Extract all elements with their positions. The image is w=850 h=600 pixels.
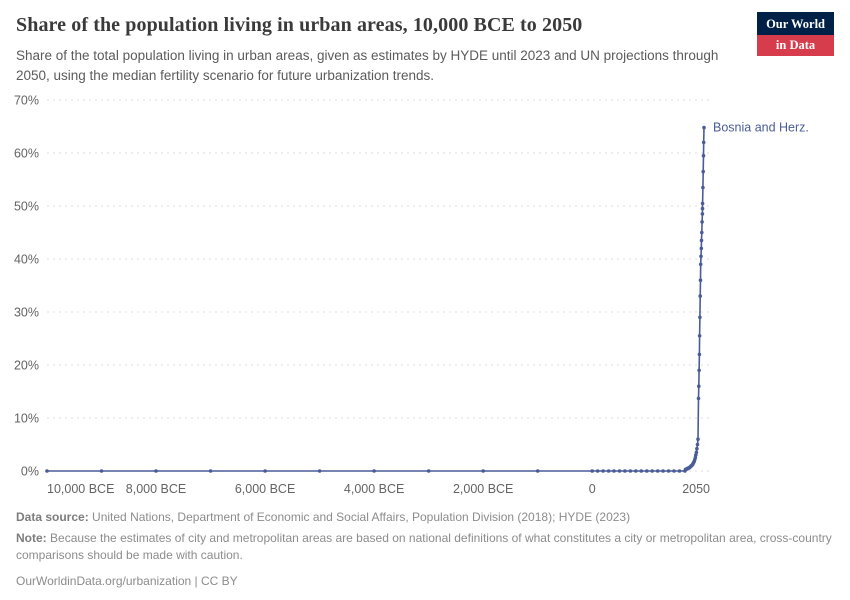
data-point[interactable]	[700, 212, 705, 216]
data-point[interactable]	[701, 154, 706, 158]
gridlines: 0% 10% 20% 30% 40% 50% 60% 70%	[14, 94, 710, 479]
data-point[interactable]	[698, 315, 702, 320]
y-tick-label: 0%	[21, 465, 39, 479]
data-point[interactable]	[535, 469, 540, 473]
data-point[interactable]	[693, 456, 698, 460]
data-point[interactable]	[634, 469, 638, 473]
data-point[interactable]	[694, 453, 698, 458]
x-axis-labels: 10,000 BCE 8,000 BCE 6,000 BCE 4,000 BCE 2,0…	[47, 482, 710, 496]
chart-footer: Data source: United Nations, Department …	[0, 505, 850, 589]
data-point[interactable]	[617, 469, 622, 473]
data-point[interactable]	[45, 469, 49, 473]
data-point[interactable]	[701, 140, 706, 145]
series-bosnia-and-herz-[interactable]: Bosnia and Herz.	[45, 121, 809, 473]
y-tick-label: 60%	[14, 147, 39, 161]
data-point[interactable]	[595, 469, 600, 473]
data-source: Data source: United Nations, Department …	[16, 509, 834, 526]
data-point[interactable]	[697, 368, 701, 373]
chart-header: Share of the population living in urban …	[0, 0, 850, 85]
data-point[interactable]	[700, 201, 705, 206]
entity-label[interactable]: Bosnia and Herz.	[713, 121, 809, 135]
data-point[interactable]	[694, 450, 699, 455]
note-text: Because the estimates of city and metrop…	[16, 530, 832, 562]
y-tick-label: 20%	[14, 359, 39, 373]
chart-area[interactable]: 0% 10% 20% 30% 40% 50% 60% 70% 10,000 BCE 8,000 B…	[0, 91, 850, 505]
data-point[interactable]	[372, 469, 376, 473]
data-point[interactable]	[612, 469, 616, 473]
owid-logo-line1: Our World	[766, 17, 825, 31]
y-tick-label: 50%	[14, 200, 39, 214]
data-point[interactable]	[661, 469, 665, 473]
y-tick-label: 30%	[14, 306, 39, 320]
data-point[interactable]	[699, 246, 704, 251]
data-point[interactable]	[481, 469, 486, 473]
data-source-text: United Nations, Department of Economic a…	[92, 510, 631, 525]
data-point[interactable]	[700, 220, 704, 224]
data-point[interactable]	[154, 469, 158, 473]
data-point[interactable]	[645, 469, 649, 473]
data-point[interactable]	[650, 469, 654, 473]
owid-logo[interactable]: Our World in Data	[757, 12, 834, 56]
data-point[interactable]	[697, 334, 702, 338]
data-point[interactable]	[590, 469, 594, 473]
note-label: Note:	[16, 530, 47, 545]
data-point[interactable]	[698, 294, 702, 299]
data-point[interactable]	[99, 469, 104, 473]
data-point[interactable]	[700, 206, 705, 211]
data-point[interactable]	[263, 469, 267, 473]
data-point[interactable]	[426, 469, 431, 473]
data-point[interactable]	[701, 169, 705, 174]
data-point[interactable]	[702, 125, 706, 130]
y-tick-label: 70%	[14, 94, 39, 108]
page-title: Share of the population living in urban …	[16, 14, 583, 36]
data-point[interactable]	[699, 254, 703, 259]
data-point[interactable]	[677, 469, 682, 473]
x-tick-label: 10,000 BCE	[47, 482, 114, 496]
x-tick-label: 4,000 BCE	[344, 482, 404, 496]
data-point[interactable]	[695, 442, 700, 447]
data-point[interactable]	[696, 437, 700, 442]
y-tick-label: 10%	[14, 412, 39, 426]
data-line[interactable]	[47, 127, 705, 472]
data-point[interactable]	[655, 469, 660, 473]
x-tick-label: 8,000 BCE	[126, 482, 186, 496]
chart-svg[interactable]: 0% 10% 20% 30% 40% 50% 60% 70% 10,000 BCE 8,000 B…	[0, 91, 850, 505]
chart-subtitle: Share of the total population living in …	[16, 48, 719, 83]
x-tick-label: 6,000 BCE	[235, 482, 295, 496]
data-point[interactable]	[701, 185, 705, 190]
x-tick-label: 0	[589, 482, 596, 496]
data-point[interactable]	[639, 469, 644, 473]
data-point[interactable]	[623, 469, 627, 473]
data-point[interactable]	[698, 278, 703, 283]
data-point[interactable]	[606, 469, 611, 473]
chart-note: Note: Because the estimates of city and …	[16, 530, 834, 564]
data-point[interactable]	[698, 262, 703, 267]
data-point[interactable]	[666, 469, 671, 473]
data-point[interactable]	[699, 238, 704, 243]
x-tick-label: 2,000 BCE	[453, 482, 513, 496]
data-point[interactable]	[628, 469, 633, 473]
data-point[interactable]	[672, 469, 676, 473]
data-point[interactable]	[317, 469, 322, 473]
attribution-link[interactable]: OurWorldinData.org/urbanization | CC BY	[16, 573, 238, 588]
data-point[interactable]	[696, 396, 701, 401]
data-point[interactable]	[695, 447, 699, 451]
owid-logo-line2: in Data	[757, 34, 834, 56]
x-tick-label: 2050	[682, 482, 710, 496]
y-tick-label: 40%	[14, 253, 39, 267]
data-point[interactable]	[208, 469, 213, 473]
data-source-label: Data source:	[16, 510, 89, 525]
data-point[interactable]	[700, 230, 704, 235]
data-point[interactable]	[697, 384, 701, 389]
data-point[interactable]	[601, 469, 605, 473]
data-point[interactable]	[697, 352, 702, 357]
